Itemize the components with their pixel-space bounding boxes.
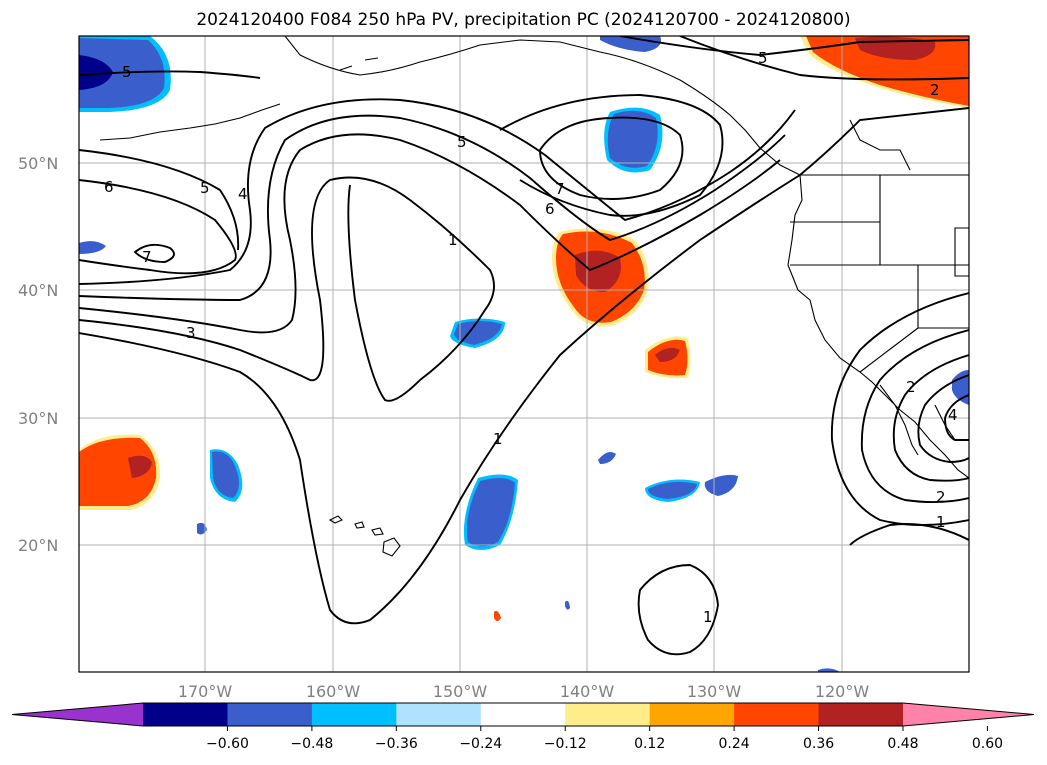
contour-label: 1 bbox=[448, 231, 458, 249]
latitude-labels: 50°N 40°N 30°N 20°N bbox=[18, 154, 58, 555]
contour-label: 3 bbox=[186, 324, 196, 342]
lon-label-160w: 160°W bbox=[306, 682, 361, 701]
colorbar-segment bbox=[565, 703, 651, 726]
contour-label: 5 bbox=[457, 133, 467, 151]
contour-label: 2 bbox=[930, 81, 940, 99]
lon-label-130w: 130°W bbox=[687, 682, 742, 701]
colorbar-tick-label: −0.12 bbox=[544, 736, 587, 752]
colorbar-segment bbox=[649, 703, 735, 726]
contour-label: 1 bbox=[493, 430, 503, 448]
pv-contours bbox=[79, 36, 969, 656]
colorbar-tick-label: −0.24 bbox=[459, 736, 502, 752]
colorbar-tick-label: −0.36 bbox=[375, 736, 418, 752]
lon-label-170w: 170°W bbox=[178, 682, 233, 701]
contour-label: 4 bbox=[238, 185, 248, 203]
colorbar-segment bbox=[227, 703, 313, 726]
lat-label-50n: 50°N bbox=[18, 154, 58, 173]
colorbar-outline bbox=[11, 702, 1035, 727]
contour-label: 1 bbox=[936, 513, 946, 531]
colorbar-segment bbox=[734, 703, 820, 726]
colorbar-tick-label: −0.48 bbox=[290, 736, 333, 752]
lat-label-40n: 40°N bbox=[18, 281, 58, 300]
colorbar-tick-label: 0.12 bbox=[634, 736, 665, 752]
colorbar-extension-high bbox=[903, 703, 1034, 726]
longitude-labels: 170°W 160°W 150°W 140°W 130°W 120°W bbox=[178, 682, 870, 701]
colorbar: −0.60 −0.48 −0.36 −0.24 −0.12 0.12 0.24 0.36 0.4… bbox=[11, 702, 1035, 752]
lat-label-30n: 30°N bbox=[18, 409, 58, 428]
contour-label: 7 bbox=[142, 248, 152, 266]
colorbar-extension-low bbox=[12, 703, 143, 726]
contour-labels: 5 5 2 6 5 4 7 1 5 7 6 3 1 1 2 1 2 4 bbox=[104, 49, 958, 626]
contour-label: 5 bbox=[122, 63, 132, 81]
lon-label-140w: 140°W bbox=[560, 682, 615, 701]
contour-label: 7 bbox=[555, 180, 565, 198]
contour-label: 2 bbox=[936, 488, 946, 506]
colorbar-tick-label: 0.48 bbox=[887, 736, 918, 752]
contour-label: 6 bbox=[104, 178, 114, 196]
contour-label: 5 bbox=[758, 49, 768, 67]
contour-label: 2 bbox=[906, 378, 916, 396]
lon-label-150w: 150°W bbox=[433, 682, 488, 701]
contour-label: 4 bbox=[948, 406, 958, 424]
colorbar-segment bbox=[143, 703, 228, 726]
colorbar-segment bbox=[396, 703, 482, 726]
colorbar-segment bbox=[818, 703, 904, 726]
colorbar-tick-label: 0.36 bbox=[803, 736, 834, 752]
contour-label: 1 bbox=[703, 608, 713, 626]
contour-label: 6 bbox=[545, 200, 555, 218]
contour-label: 5 bbox=[200, 179, 210, 197]
lon-label-120w: 120°W bbox=[815, 682, 870, 701]
lat-label-20n: 20°N bbox=[18, 536, 58, 555]
map-frame bbox=[78, 35, 970, 673]
precip-shading bbox=[79, 36, 969, 672]
colorbar-segment bbox=[480, 703, 566, 726]
coastlines bbox=[99, 36, 969, 557]
map-title: 2024120400 F084 250 hPa PV, precipitatio… bbox=[196, 10, 851, 30]
colorbar-tick-label: 0.60 bbox=[972, 736, 1003, 752]
colorbar-tick-label: 0.24 bbox=[719, 736, 750, 752]
colorbar-segment bbox=[311, 703, 397, 726]
colorbar-tick-label: −0.60 bbox=[206, 736, 249, 752]
gridlines bbox=[79, 36, 969, 672]
map-area: 5 5 2 6 5 4 7 1 5 7 6 3 1 1 2 1 2 4 bbox=[79, 36, 969, 672]
